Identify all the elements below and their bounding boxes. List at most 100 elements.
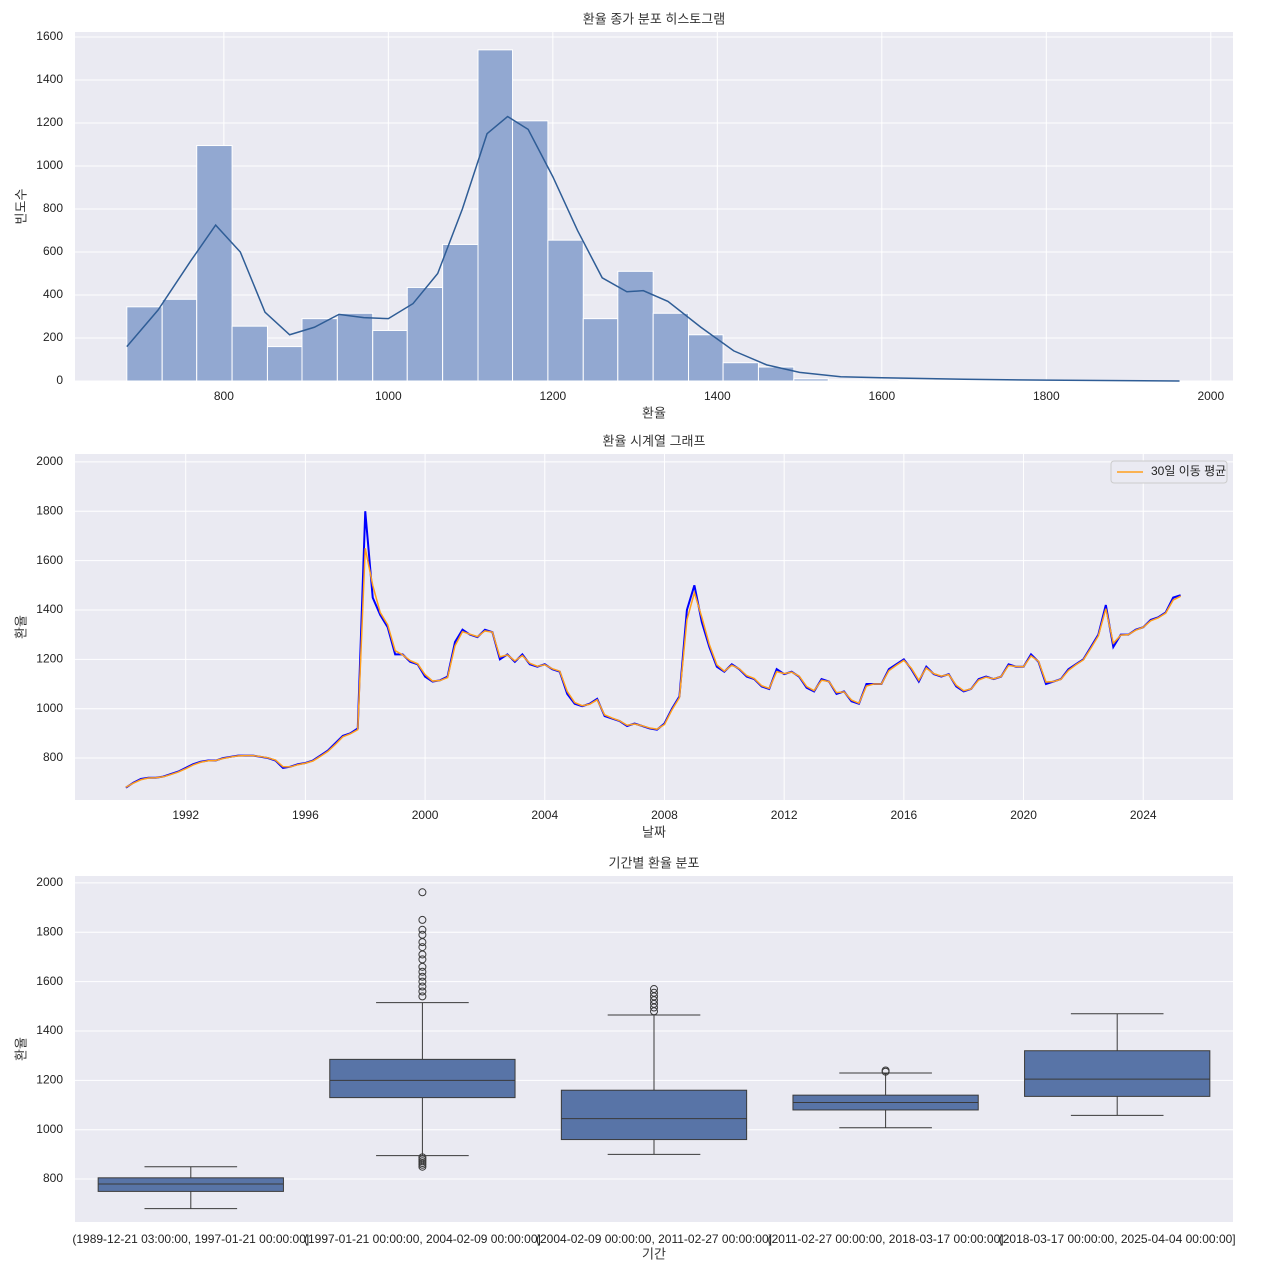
x-tick-label: (2004-02-09 00:00:00, 2011-02-27 00:00:0… (536, 1232, 772, 1246)
x-tick-label: 2004 (531, 808, 558, 822)
y-tick-label: 1400 (36, 1023, 63, 1037)
y-tick-label: 2000 (36, 454, 63, 468)
box (329, 1058, 516, 1099)
y-tick-label: 800 (43, 201, 63, 215)
kde-line (126, 115, 1180, 382)
bar (617, 270, 654, 382)
bar (477, 49, 514, 382)
bar (688, 334, 724, 382)
x-tick-label: 1200 (539, 389, 566, 403)
bar (196, 145, 233, 382)
y-tick-label: 1600 (36, 974, 63, 988)
outlier (418, 1155, 427, 1164)
y-tick-label: 1000 (36, 701, 63, 715)
x-tick-label: 2016 (891, 808, 918, 822)
x-tick-label: (2011-02-27 00:00:00, 2018-03-17 00:00:0… (768, 1232, 1004, 1246)
legend-label: 30일 이동 평균 (1151, 464, 1226, 478)
x-axis-label: 기간 (642, 1246, 666, 1261)
box (97, 1177, 284, 1192)
bar (827, 379, 865, 382)
y-tick-label: 2000 (36, 875, 63, 889)
x-tick-label: 2000 (412, 808, 439, 822)
bar (336, 312, 374, 382)
y-tick-label: 1800 (36, 503, 63, 517)
bar (582, 318, 619, 382)
outlier (418, 1153, 427, 1162)
outlier (418, 992, 427, 1001)
outlier (650, 985, 658, 994)
x-tick-label: 800 (214, 389, 234, 403)
x-tick-label: 1600 (868, 389, 895, 403)
bar (793, 378, 829, 382)
y-tick-label: 1200 (36, 115, 63, 129)
outlier (881, 1066, 890, 1075)
x-axis-label: 날짜 (642, 824, 666, 839)
bar (161, 298, 198, 382)
chart-title: 기간별 환율 분포 (609, 855, 700, 870)
outlier (418, 987, 427, 996)
y-tick-label: 1000 (36, 158, 63, 172)
x-tick-label: 2024 (1130, 808, 1157, 822)
x-tick-label: 1800 (1033, 389, 1060, 403)
series-line (125, 548, 1181, 788)
y-axis-label: 환율 (13, 1037, 28, 1061)
chart-title: 환율 종가 분포 히스토그램 (583, 11, 725, 26)
y-tick-label: 1800 (36, 924, 63, 938)
box (1024, 1050, 1211, 1097)
bar (126, 306, 163, 382)
bar (231, 325, 268, 382)
y-tick-label: 1600 (36, 29, 63, 43)
outlier (418, 930, 427, 939)
outlier (650, 988, 658, 997)
bar (512, 120, 549, 382)
y-tick-label: 800 (43, 1171, 63, 1185)
y-tick-label: 200 (43, 330, 63, 344)
bar (406, 286, 444, 382)
box (560, 1089, 748, 1141)
bar (722, 362, 759, 382)
x-tick-label: 2008 (651, 808, 678, 822)
x-tick-label: (1997-01-21 00:00:00, 2004-02-09 00:00:0… (304, 1232, 541, 1246)
y-tick-label: 0 (56, 373, 63, 387)
x-tick-label: (1989-12-21 03:00:00, 1997-01-21 00:00:0… (72, 1232, 309, 1246)
x-tick-label: 2012 (771, 808, 798, 822)
y-tick-label: 800 (43, 750, 63, 764)
y-tick-label: 1200 (36, 1073, 63, 1087)
bar (652, 312, 690, 382)
outlier (418, 1157, 427, 1166)
outlier (418, 925, 427, 934)
bar (266, 346, 303, 382)
outlier (418, 915, 427, 924)
outlier (418, 982, 427, 991)
x-axis-label: 환율 (642, 405, 666, 420)
outlier (418, 972, 427, 981)
y-axis-label: 환율 (13, 615, 28, 639)
y-tick-label: 1000 (36, 1122, 63, 1136)
legend-box (1110, 460, 1228, 484)
outlier (418, 943, 427, 952)
plot-area (75, 454, 1233, 800)
y-tick-label: 1600 (36, 553, 63, 567)
x-tick-label: 1000 (375, 389, 402, 403)
y-tick-label: 1200 (36, 652, 63, 666)
y-tick-label: 1400 (36, 602, 63, 616)
x-tick-label: (2018-03-17 00:00:00, 2025-04-04 00:00:0… (999, 1232, 1236, 1246)
outlier (418, 977, 427, 986)
x-tick-label: 2020 (1010, 808, 1037, 822)
bar (442, 243, 479, 382)
outlier (418, 967, 427, 976)
y-axis-label: 빈도수 (13, 189, 28, 225)
bar (863, 379, 900, 382)
bar (898, 379, 935, 382)
y-tick-label: 600 (43, 244, 63, 258)
chart-title: 환율 시계열 그래프 (603, 433, 706, 448)
x-tick-label: 2000 (1197, 389, 1224, 403)
outlier (418, 888, 427, 897)
x-tick-label: 1992 (172, 808, 199, 822)
bar (372, 329, 408, 382)
bar (547, 239, 584, 382)
outlier (418, 955, 427, 964)
bar (301, 318, 338, 382)
y-tick-label: 1400 (36, 72, 63, 86)
